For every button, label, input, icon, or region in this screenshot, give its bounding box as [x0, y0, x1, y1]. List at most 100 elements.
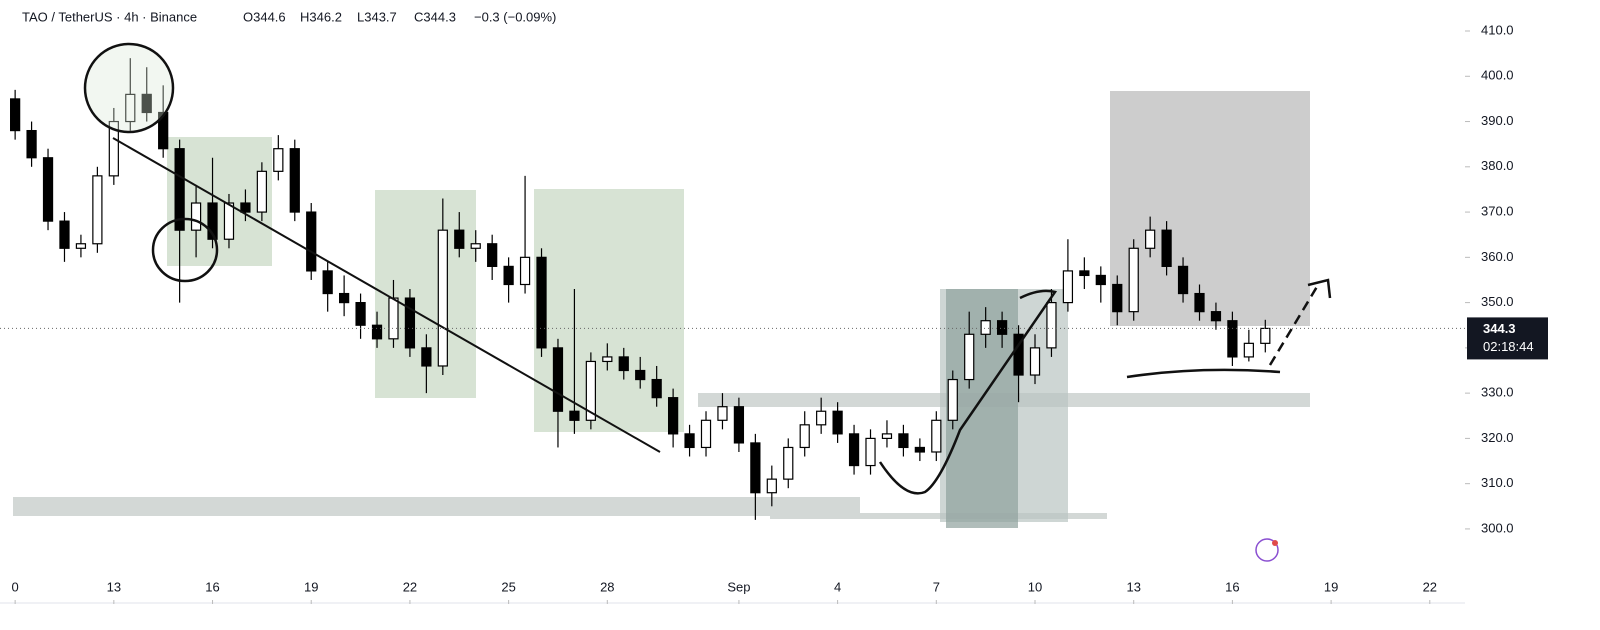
- candle-body: [750, 442, 761, 494]
- candle-body: [75, 243, 87, 249]
- y-tick-label: 400.0: [1481, 68, 1514, 83]
- circle: [83, 42, 175, 134]
- zone: [375, 190, 476, 398]
- candle-body: [42, 157, 54, 222]
- candle-body: [1062, 270, 1074, 304]
- y-tick-label: 310.0: [1481, 475, 1514, 490]
- candle-body: [371, 324, 383, 340]
- x-tick-label: 28: [600, 579, 614, 594]
- x-tick-label: 13: [107, 579, 121, 594]
- x-tick-label: 10: [1028, 579, 1042, 594]
- candle-body: [421, 347, 432, 367]
- symbol: TAO / TetherUS · 4h · Binance: [22, 9, 197, 24]
- candle-body: [1112, 283, 1123, 313]
- annotations: [83, 42, 1332, 562]
- ohlc-close: C344.3: [414, 9, 456, 24]
- trend-line: [112, 137, 661, 453]
- candle-body: [454, 229, 465, 249]
- x-tick-label: 7: [933, 579, 940, 594]
- candle-body: [898, 433, 909, 449]
- zone: [1110, 91, 1310, 326]
- candle-body: [503, 265, 514, 286]
- candle-body: [816, 410, 827, 426]
- candle-body: [684, 433, 695, 449]
- x-tick-label: 25: [501, 579, 515, 594]
- candle-body: [141, 93, 152, 114]
- candle-body: [996, 320, 1008, 335]
- x-tick-label: 16: [205, 579, 219, 594]
- x-tick-label: 4: [834, 579, 841, 594]
- candle-body: [931, 419, 942, 453]
- candle-body: [766, 478, 777, 494]
- candle-body: [190, 202, 202, 231]
- candle-body: [437, 229, 448, 367]
- x-tick-label: 13: [1126, 579, 1140, 594]
- candle-body: [1095, 274, 1106, 286]
- countdown: 02:18:44: [1483, 339, 1534, 354]
- candle-body: [914, 446, 925, 453]
- y-tick-label: 410.0: [1481, 22, 1514, 37]
- x-tick-label: 19: [1324, 579, 1338, 594]
- y-tick-label: 360.0: [1481, 249, 1514, 264]
- y-tick-label: 330.0: [1481, 385, 1514, 400]
- candle-body: [223, 202, 235, 240]
- candle-body: [404, 297, 416, 349]
- candle-body: [1161, 229, 1172, 267]
- candle-body: [273, 148, 284, 172]
- y-tick-label: 380.0: [1481, 158, 1514, 173]
- candle-body: [519, 256, 531, 286]
- candle-body: [667, 397, 679, 435]
- candle-body: [26, 129, 37, 159]
- icon[interactable]: [1255, 538, 1279, 562]
- candle-body: [1128, 247, 1139, 313]
- candle-body: [569, 410, 580, 421]
- candle-body: [783, 446, 794, 480]
- y-tick-label: 350.0: [1481, 294, 1514, 309]
- candle-body: [10, 98, 21, 132]
- candle-body: [1194, 292, 1205, 313]
- candle-body: [1260, 327, 1271, 344]
- y-tick-label: 370.0: [1481, 204, 1514, 219]
- y-tick-label: 390.0: [1481, 113, 1514, 128]
- candle-body: [1145, 229, 1156, 249]
- candle-body: [207, 202, 218, 240]
- candle-body: [158, 111, 169, 150]
- candle-body: [174, 148, 185, 231]
- candle-body: [552, 347, 564, 412]
- ohlc-high: H346.2: [300, 9, 342, 24]
- x-tick-label: 0: [12, 579, 19, 594]
- candle-body: [881, 433, 893, 440]
- y-tick-label: 320.0: [1481, 430, 1514, 445]
- candle-body: [651, 378, 662, 399]
- y-tick-label: 300.0: [1481, 520, 1514, 535]
- candle-body: [700, 419, 712, 449]
- candle-body: [947, 378, 958, 421]
- candle-body: [487, 243, 498, 267]
- candle-body: [832, 410, 843, 435]
- candle-body: [355, 302, 366, 326]
- candle-body: [1227, 320, 1238, 358]
- curve: [1126, 368, 1281, 379]
- candle-body: [865, 437, 876, 467]
- x-tick-label: 16: [1225, 579, 1239, 594]
- zone: [770, 513, 1107, 519]
- candle-body: [799, 424, 810, 449]
- candle-body: [733, 406, 745, 444]
- candle-body: [240, 202, 251, 213]
- candle-body: [59, 220, 70, 249]
- zone: [13, 497, 860, 516]
- last-price-box: [1467, 317, 1548, 360]
- arrow-head: [1307, 278, 1332, 299]
- candle-body: [339, 292, 350, 304]
- candle-body: [1046, 302, 1057, 349]
- candle-body: [1177, 265, 1189, 295]
- candle-body: [388, 297, 399, 340]
- x-tick-label: 22: [403, 579, 417, 594]
- x-tick-label: Sep: [727, 579, 750, 594]
- ohlc-low: L343.7: [357, 9, 397, 24]
- candle-body: [1079, 270, 1090, 277]
- candle-body: [322, 270, 333, 295]
- x-tick-label: 19: [304, 579, 318, 594]
